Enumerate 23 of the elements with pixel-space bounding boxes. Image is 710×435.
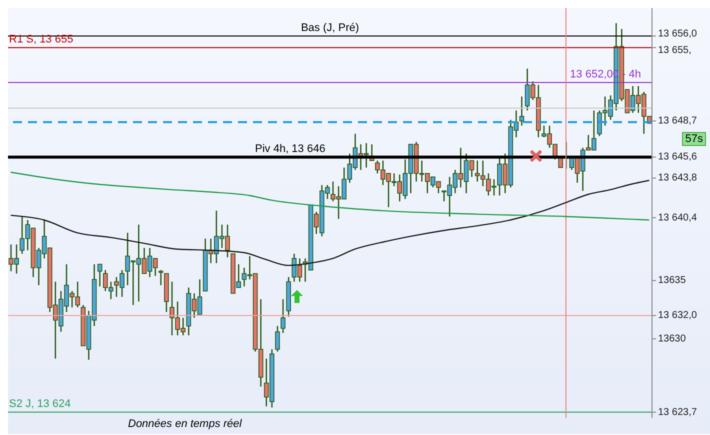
y-tick-label: 13 648,7 (658, 116, 698, 127)
y-tick-label: 13 643,8 (658, 172, 698, 184)
ref-line-label: S2 J, 13 624 (9, 398, 71, 410)
candlestick (275, 325, 280, 352)
candlestick (97, 264, 102, 288)
ref-line-label: Bas (J, Pré) (300, 22, 360, 34)
candlestick (280, 298, 286, 334)
y-tick-label: 13 640,4 (658, 212, 698, 224)
text: 57s (682, 132, 706, 146)
y-tick-label: 13 623,7 (658, 406, 698, 418)
ref-line-label: Piv 4h, 13 646 (255, 143, 326, 156)
ref-line-label: R1 S, 13 655 (9, 34, 74, 46)
y-tick-label: 13 656,0 (658, 28, 698, 40)
y-tick-label: 13 645,6 (658, 152, 698, 163)
y-tick-label: 13635 (658, 275, 686, 286)
line-series (10, 172, 650, 221)
y-tick-label: 13 632,0 (658, 310, 698, 322)
text: Données en temps réel (128, 418, 242, 430)
line-series (10, 180, 650, 266)
y-tick-label: 13630 (658, 333, 686, 344)
candlestick (158, 269, 164, 286)
candlestick (519, 96, 524, 126)
y-tick-label: 13 655, (658, 45, 692, 56)
